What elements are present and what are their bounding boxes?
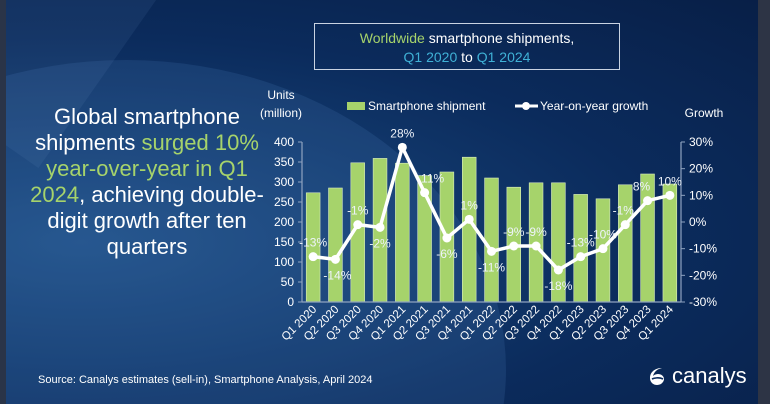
growth-data-label: 10% xyxy=(658,174,682,188)
title-to: to xyxy=(457,49,477,65)
right-edge-strip xyxy=(758,0,770,404)
growth-marker xyxy=(598,244,608,254)
growth-marker xyxy=(420,188,430,198)
growth-data-label: -13% xyxy=(299,236,327,250)
left-axis-tick-label: 150 xyxy=(274,235,294,249)
growth-marker xyxy=(620,220,630,230)
right-axis-tick-label: -20% xyxy=(689,268,717,282)
left-axis-tick-label: 400 xyxy=(274,135,294,149)
growth-data-label: -2% xyxy=(369,236,391,250)
growth-marker xyxy=(576,252,586,262)
headline-part3: , achieving double-digit growth after te… xyxy=(47,182,264,259)
title-end-quarter: Q1 2024 xyxy=(476,49,531,65)
logo-text: canalys xyxy=(672,363,747,388)
growth-marker xyxy=(397,142,407,152)
growth-marker xyxy=(487,246,496,256)
growth-data-label: -9% xyxy=(525,225,547,239)
title-start-quarter: Q1 2020 xyxy=(403,49,458,65)
right-axis-tick-label: 10% xyxy=(689,188,713,202)
growth-data-label: 11% xyxy=(421,172,444,186)
right-axis-tick-label: 0% xyxy=(689,215,707,229)
combo-chart: 0 50 100 150 200 250 300 350 400 -30% -20% -10% 0% 10… xyxy=(260,88,724,343)
bar-q2-2020 xyxy=(328,187,343,303)
growth-data-label: 8% xyxy=(633,180,651,194)
bar-q4-2021 xyxy=(461,156,477,303)
growth-data-label: -6% xyxy=(436,247,458,261)
source-note: Source: Canalys estimates (sell-in), Sma… xyxy=(38,374,373,386)
growth-data-label: -13% xyxy=(567,236,595,250)
growth-marker xyxy=(353,220,363,230)
title-worldwide: Worldwide xyxy=(359,30,425,46)
legend-bar-swatch xyxy=(347,102,365,110)
growth-data-label: -18% xyxy=(544,279,572,293)
right-axis-tick-label: 20% xyxy=(689,162,713,176)
bar-q3-2023 xyxy=(618,184,633,303)
title-text: smartphone shipments, xyxy=(424,30,575,46)
growth-marker xyxy=(464,214,474,224)
growth-data-label: -1% xyxy=(613,204,635,218)
growth-marker xyxy=(330,254,340,264)
left-axis-tick-label: 300 xyxy=(274,175,294,189)
right-axis-tick-label: -10% xyxy=(689,242,717,256)
growth-marker xyxy=(531,241,541,251)
left-axis-tick-label: 350 xyxy=(274,155,294,169)
growth-marker xyxy=(509,241,519,251)
growth-marker xyxy=(375,222,385,232)
growth-data-label: -10% xyxy=(589,228,617,242)
left-axis-tick-label: 50 xyxy=(281,275,295,289)
left-axis-tick-label: 0 xyxy=(287,295,294,309)
growth-data-label: 1% xyxy=(461,198,479,212)
headline: Global smartphone shipments surged 10% y… xyxy=(28,104,266,260)
growth-data-label: -11% xyxy=(478,260,505,274)
growth-marker xyxy=(308,252,318,262)
growth-data-label: -14% xyxy=(323,268,351,282)
left-axis-title: Units xyxy=(267,88,294,102)
growth-marker xyxy=(442,233,452,243)
chart-title-box: Worldwide smartphone shipments, Q1 2020 … xyxy=(314,23,620,70)
growth-data-label: -9% xyxy=(503,225,525,239)
growth-marker xyxy=(553,265,563,275)
legend-marker xyxy=(522,102,530,110)
right-axis-tick-label: 30% xyxy=(689,135,713,149)
left-axis-tick-label: 200 xyxy=(274,215,294,229)
growth-data-label: -1% xyxy=(347,204,369,218)
growth-data-label: 28% xyxy=(390,126,414,140)
slide: Worldwide smartphone shipments, Q1 2020 … xyxy=(6,0,758,404)
left-axis-tick-label: 250 xyxy=(274,195,294,209)
legend-label-growth: Year-on-year growth xyxy=(540,99,648,113)
bar-q1-2024 xyxy=(662,183,678,303)
left-axis-tick-label: 100 xyxy=(274,255,294,269)
right-axis-title: Growth xyxy=(685,106,724,120)
right-axis-tick-label: -30% xyxy=(689,295,717,309)
left-axis-title: (million) xyxy=(260,106,302,120)
bar-q1-2022 xyxy=(484,177,499,303)
canalys-swirl-icon xyxy=(650,368,664,385)
canalys-logo: canalys xyxy=(646,363,747,389)
headline-part1: Global smartphone shipments xyxy=(35,104,240,155)
headline-highlight: surged 10% year-over-year in Q1 2024 xyxy=(30,130,259,207)
legend-label-shipment: Smartphone shipment xyxy=(368,99,486,113)
growth-marker xyxy=(665,190,675,200)
growth-marker xyxy=(643,196,653,206)
bar-q1-2021 xyxy=(395,162,410,303)
